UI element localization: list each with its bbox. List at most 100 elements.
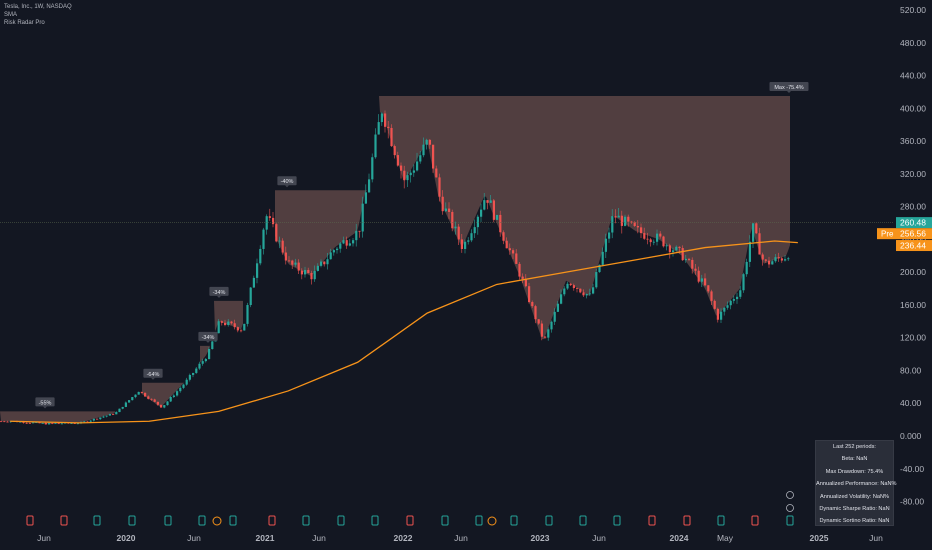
candle-body	[512, 250, 515, 254]
earnings-marker	[475, 515, 483, 526]
candle-body	[179, 387, 182, 392]
earnings-marker	[128, 515, 136, 526]
candle-body	[486, 200, 489, 203]
candle-body	[208, 348, 211, 360]
candle-body	[656, 233, 659, 242]
candle-body	[483, 200, 486, 210]
candle-body	[620, 215, 623, 226]
earnings-marker	[164, 515, 172, 526]
candle-body	[150, 398, 153, 400]
candle-body	[355, 230, 358, 241]
candle-body	[115, 412, 118, 415]
candle-body	[92, 418, 95, 421]
candle-body	[777, 257, 780, 259]
price-tick: 200.00	[900, 267, 926, 277]
candle-body	[694, 268, 697, 271]
earnings-marker	[441, 515, 449, 526]
event-markers[interactable]	[26, 491, 794, 526]
candle-body	[108, 414, 111, 416]
candle-body	[416, 161, 419, 171]
candle-body	[441, 196, 444, 212]
candle-body	[0, 421, 3, 423]
last-price-box-bg	[896, 217, 932, 229]
candle-body	[137, 391, 140, 395]
candle-body	[118, 408, 121, 413]
candle-body	[438, 177, 441, 197]
candle-body	[195, 368, 198, 373]
candle-body	[211, 341, 214, 349]
candle-body	[425, 139, 428, 145]
candle-body	[60, 423, 63, 425]
time-label: 2021	[256, 533, 275, 543]
candle-body	[553, 311, 556, 322]
time-axis[interactable]: Jun 2020 Jun 2021 Jun 2022 Jun 2023 Jun 2024 May 20…	[37, 533, 883, 543]
candle-body	[252, 277, 255, 288]
stats-sortino: Dynamic Sortino Ratio: NaN	[819, 518, 890, 525]
stats-max-drawdown: Max Drawdown: 75.4%	[825, 468, 884, 475]
drawdown-zones	[0, 96, 790, 424]
sma-price-box: 236.44	[900, 241, 926, 251]
candle-body	[323, 261, 326, 265]
drawdown-zone	[0, 411, 115, 424]
candle-body	[316, 265, 319, 271]
candle-body	[51, 423, 54, 424]
candle-body	[198, 363, 201, 369]
chart-legend: Tesla, Inc., 1W, NASDAQ SMA Risk Radar P…	[4, 3, 72, 27]
drawdown-zone	[200, 345, 214, 363]
price-axis[interactable]: 520.00 480.00 440.00 400.00 360.00 320.00 280.…	[877, 5, 932, 507]
candle-body	[288, 260, 291, 262]
symbol-title[interactable]: Tesla, Inc., 1W, NASDAQ	[4, 4, 72, 10]
candle-body	[300, 270, 303, 275]
candle-body	[691, 259, 694, 269]
candle-body	[390, 127, 393, 147]
candle-body	[19, 421, 22, 423]
candle-body	[176, 391, 179, 396]
candle-body	[659, 233, 662, 237]
candle-body	[496, 214, 499, 220]
candle-body	[454, 226, 457, 229]
candle-body	[518, 263, 521, 277]
candle-body	[227, 321, 230, 326]
candle-body	[393, 146, 396, 156]
candle-body	[83, 421, 86, 423]
candle-body	[409, 172, 412, 176]
candlesticks	[0, 110, 790, 425]
candle-body	[374, 134, 377, 158]
drawdown-labels: -55% -64% -34% -34% -40% Max -75.4%	[35, 82, 809, 409]
sma-price-box-bg	[896, 240, 932, 252]
candle-body	[262, 229, 265, 249]
candle-body	[598, 264, 601, 273]
stats-title: Last 252 periods:	[833, 444, 876, 450]
candle-body	[601, 251, 604, 265]
candle-body	[387, 126, 390, 128]
drawdown-label: -55%	[39, 400, 52, 406]
drawdown-label: Max -75.4%	[774, 85, 803, 91]
candle-body	[121, 406, 124, 409]
candle-body	[448, 208, 451, 212]
stats-annualized-volatility: Annualized Volatility: NaN%	[819, 493, 890, 500]
time-label: May	[717, 533, 734, 543]
candle-body	[617, 215, 620, 218]
candle-body	[678, 246, 681, 249]
candle-body	[627, 216, 630, 222]
candle-body	[99, 417, 102, 420]
indicator-sma[interactable]: SMA	[4, 12, 18, 18]
indicator-risk-radar[interactable]: Risk Radar Pro	[4, 20, 45, 26]
candle-body	[473, 227, 476, 234]
candle-body	[748, 241, 751, 262]
candle-body	[339, 243, 342, 249]
candle-body	[371, 157, 374, 180]
candle-body	[672, 250, 675, 253]
candle-body	[476, 216, 479, 228]
candle-body	[451, 211, 454, 229]
candle-body	[188, 374, 191, 380]
drawdown-zone	[275, 190, 371, 277]
candle-body	[569, 283, 572, 286]
candle-body	[758, 233, 761, 255]
drawdown-label-bg	[35, 397, 55, 407]
candle-body	[611, 216, 614, 233]
price-tick: 280.00	[900, 202, 926, 212]
candle-body	[400, 165, 403, 171]
candle-body	[6, 421, 9, 423]
